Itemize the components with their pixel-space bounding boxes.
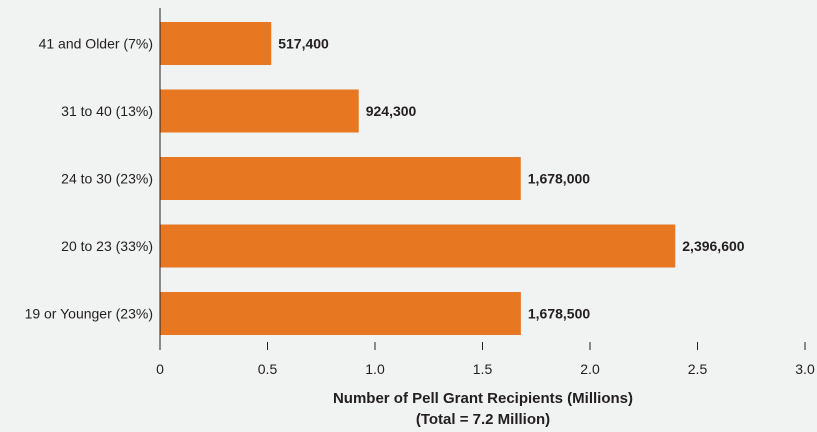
- category-label: 31 to 40 (13%): [61, 103, 153, 119]
- x-tick-label: 3.0: [795, 361, 815, 377]
- bar: [160, 292, 521, 335]
- value-label: 1,678,500: [528, 306, 590, 322]
- bar: [160, 157, 521, 200]
- x-tick-labels-group: 0 0.5 1.0 1.5 2.0 2.5 3.0: [156, 361, 815, 377]
- x-axis-title-total: (Total = 7.2 Million): [416, 411, 550, 428]
- category-label: 24 to 30 (23%): [61, 171, 153, 187]
- value-labels-group: 517,400 924,300 1,678,000 2,396,600 1,678,50…: [278, 36, 745, 322]
- value-label: 517,400: [278, 36, 329, 52]
- value-label: 1,678,000: [528, 171, 590, 187]
- category-label: 19 or Younger (23%): [25, 306, 153, 322]
- x-ticks-group: [159, 342, 806, 350]
- x-tick-label: 1.5: [473, 361, 493, 377]
- x-tick-label: 0.5: [258, 361, 278, 377]
- x-axis-title: Number of Pell Grant Recipients (Million…: [333, 390, 633, 407]
- value-label: 924,300: [366, 103, 417, 119]
- category-label: 20 to 23 (33%): [61, 238, 153, 254]
- bar: [160, 224, 676, 268]
- bar: [160, 22, 272, 65]
- bars-group: [160, 22, 676, 335]
- category-labels-group: 41 and Older (7%) 31 to 40 (13%) 24 to 30 …: [25, 36, 153, 322]
- x-tick-label: 2.0: [580, 361, 600, 377]
- x-tick-label: 1.0: [365, 361, 385, 377]
- category-label: 41 and Older (7%): [39, 36, 153, 52]
- value-label: 2,396,600: [682, 238, 744, 254]
- bar: [160, 89, 359, 133]
- x-tick-label: 0: [156, 361, 164, 377]
- x-tick-label: 2.5: [688, 361, 708, 377]
